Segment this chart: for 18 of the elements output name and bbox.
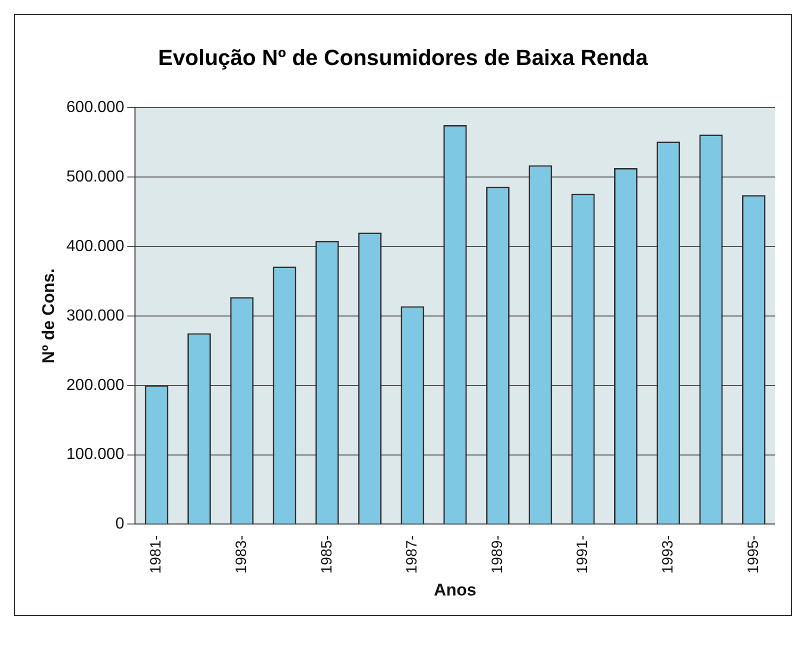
y-axis-title: Nº de Cons. (38, 268, 58, 364)
x-tick-label: 1991- (574, 535, 592, 574)
y-tick-label: 500.000 (66, 168, 124, 186)
y-tick-label: 400.000 (66, 238, 124, 255)
y-tick-label: 300.000 (66, 307, 124, 324)
y-tick-label: 0 (115, 516, 124, 533)
x-axis-title: Anos (434, 580, 476, 600)
y-tick-label: 200.000 (66, 376, 124, 394)
y-tick-label: 100.000 (66, 446, 124, 464)
x-tick-label: 1987- (404, 535, 421, 574)
x-tick-label: 1981- (148, 535, 165, 574)
x-tick-label: 1995- (744, 535, 762, 574)
y-tick-label: 600.000 (66, 99, 124, 116)
x-tick-label: 1993- (660, 535, 677, 574)
chart-title: Evolução Nº de Consumidores de Baixa Renda (157, 45, 649, 71)
x-tick-label: 1983- (233, 535, 250, 574)
x-tick-label: 1985- (318, 535, 336, 574)
x-tick-label: 1989- (488, 535, 506, 574)
